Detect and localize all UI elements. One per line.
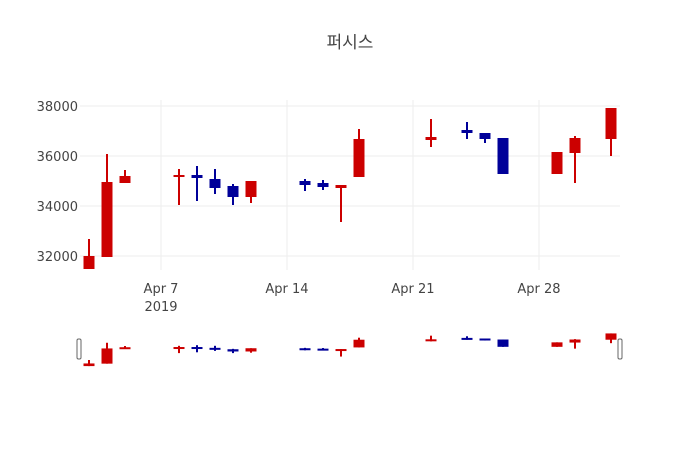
candle <box>83 239 95 269</box>
candle <box>497 138 509 174</box>
candle <box>101 154 113 257</box>
candle <box>479 338 491 341</box>
range-slider-left-handle[interactable] <box>76 338 82 360</box>
candle <box>335 185 347 222</box>
candle <box>605 108 617 156</box>
y-tick-label: 34000 <box>37 200 78 215</box>
x-tick-label: Apr 21 <box>391 282 434 297</box>
candle <box>425 119 437 147</box>
range-slider[interactable] <box>76 333 623 367</box>
candle <box>425 335 437 342</box>
candle <box>461 336 473 340</box>
candle <box>317 180 329 190</box>
candle <box>317 348 329 351</box>
x-tick-label: Apr 14 <box>265 282 308 297</box>
x-tick-label: 2019 <box>144 300 177 315</box>
candle <box>209 169 221 194</box>
candle <box>119 170 131 183</box>
candle <box>119 346 131 350</box>
candle <box>353 129 365 177</box>
candle <box>479 133 491 143</box>
candle <box>497 339 509 347</box>
candle <box>173 169 185 205</box>
candle <box>569 136 581 183</box>
candle <box>299 179 311 191</box>
candle <box>191 345 203 353</box>
candle <box>551 152 563 174</box>
candle <box>245 181 257 203</box>
candle <box>227 348 239 354</box>
y-tick-label: 36000 <box>37 150 78 165</box>
main-plot <box>83 108 617 269</box>
candle <box>101 342 113 364</box>
candle <box>209 345 221 351</box>
candle <box>551 342 563 347</box>
candle <box>605 333 617 344</box>
x-tick-label: Apr 28 <box>517 282 560 297</box>
chart-title: 퍼시스 <box>326 33 374 53</box>
candle <box>353 337 365 348</box>
candle <box>83 360 95 367</box>
x-tick-label: Apr 7 <box>144 282 179 297</box>
candle <box>299 347 311 351</box>
y-tick-label: 32000 <box>37 250 78 265</box>
range-slider-right-handle[interactable] <box>617 338 623 360</box>
grid <box>80 100 620 270</box>
candle <box>569 339 581 349</box>
candle <box>173 345 185 354</box>
candle <box>191 166 203 201</box>
candle <box>335 349 347 357</box>
candle <box>227 184 239 205</box>
candle <box>461 122 473 139</box>
y-tick-label: 38000 <box>37 100 78 115</box>
candle <box>245 348 257 353</box>
